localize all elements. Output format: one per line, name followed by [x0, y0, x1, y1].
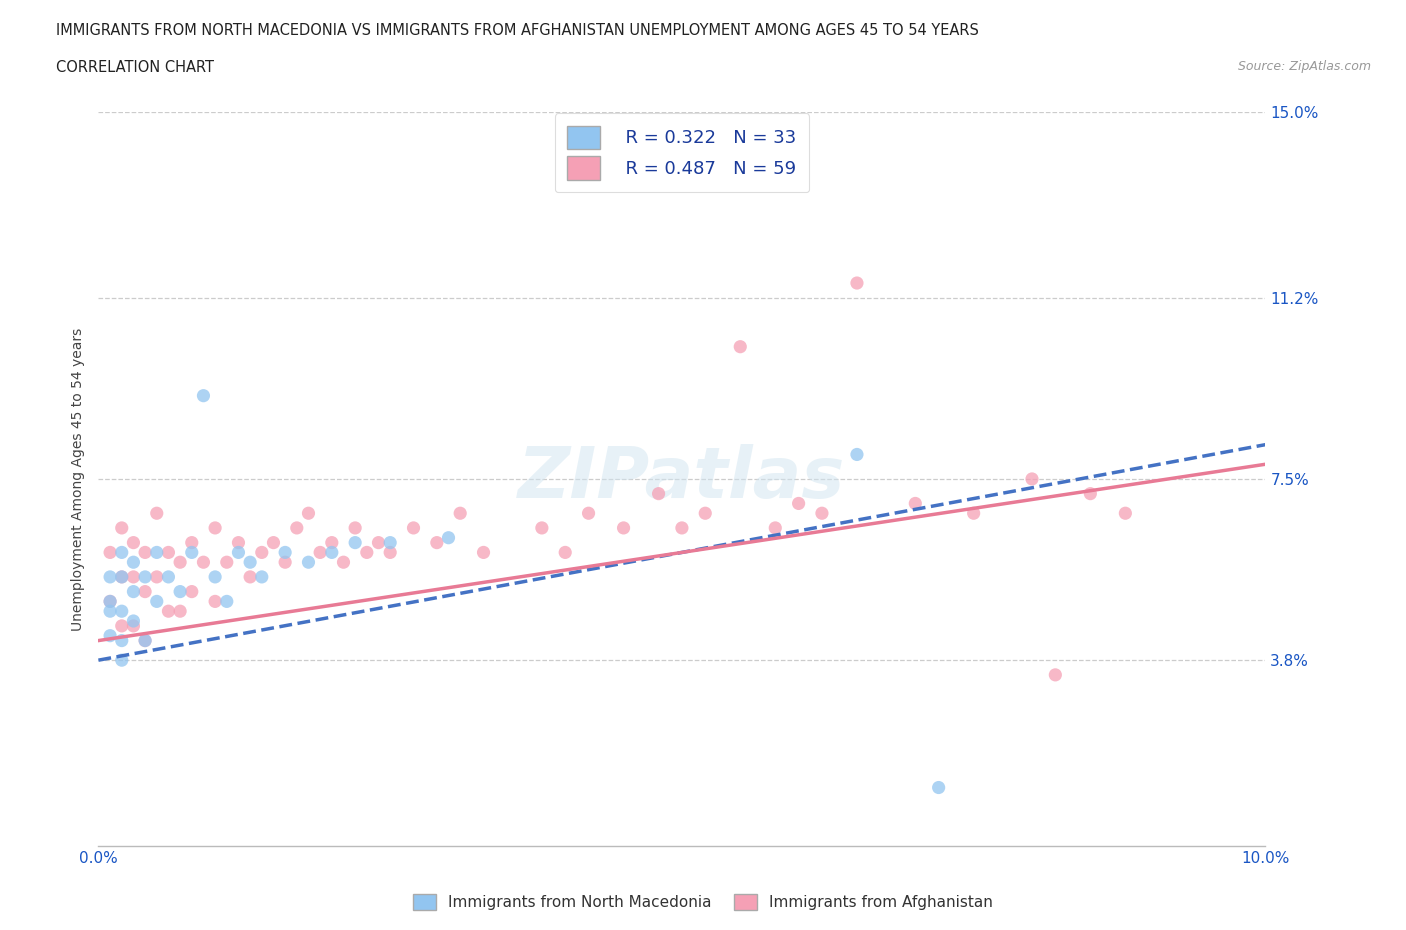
Point	[122, 555, 145, 570]
Point	[204, 569, 226, 584]
Point	[98, 594, 121, 609]
Point	[122, 584, 145, 599]
Point	[378, 545, 402, 560]
Point	[228, 545, 250, 560]
Point	[321, 535, 343, 550]
Point	[193, 555, 215, 570]
Point	[1045, 668, 1067, 683]
Point	[122, 535, 145, 550]
Point	[111, 569, 134, 584]
Point	[671, 521, 693, 536]
Point	[367, 535, 389, 550]
Point	[612, 521, 634, 536]
Point	[134, 633, 156, 648]
Point	[437, 530, 460, 545]
Point	[215, 555, 238, 570]
Point	[402, 521, 425, 536]
Point	[321, 545, 343, 560]
Point	[146, 506, 169, 521]
Point	[332, 555, 354, 570]
Point	[228, 535, 250, 550]
Point	[111, 653, 134, 668]
Point	[146, 569, 169, 584]
Point	[378, 535, 402, 550]
Point	[204, 521, 226, 536]
Point	[787, 496, 810, 511]
Point	[250, 569, 273, 584]
Legend: Immigrants from North Macedonia, Immigrants from Afghanistan: Immigrants from North Macedonia, Immigra…	[405, 886, 1001, 918]
Point	[344, 521, 367, 536]
Point	[157, 545, 180, 560]
Point	[134, 633, 156, 648]
Point	[811, 506, 834, 521]
Point	[297, 506, 319, 521]
Point	[962, 506, 984, 521]
Point	[111, 604, 134, 618]
Point	[285, 521, 308, 536]
Point	[904, 496, 927, 511]
Point	[530, 521, 553, 536]
Point	[1080, 486, 1102, 501]
Point	[98, 594, 121, 609]
Point	[928, 780, 950, 795]
Point	[122, 618, 145, 633]
Point	[274, 545, 297, 560]
Point	[297, 555, 319, 570]
Point	[134, 569, 156, 584]
Point	[426, 535, 449, 550]
Point	[250, 545, 273, 560]
Text: CORRELATION CHART: CORRELATION CHART	[56, 60, 214, 75]
Text: IMMIGRANTS FROM NORTH MACEDONIA VS IMMIGRANTS FROM AFGHANISTAN UNEMPLOYMENT AMON: IMMIGRANTS FROM NORTH MACEDONIA VS IMMIG…	[56, 23, 979, 38]
Point	[169, 604, 191, 618]
Point	[472, 545, 495, 560]
Point	[647, 486, 669, 501]
Point	[309, 545, 332, 560]
Point	[146, 594, 169, 609]
Point	[274, 555, 297, 570]
Point	[111, 618, 134, 633]
Point	[98, 545, 121, 560]
Point	[215, 594, 238, 609]
Point	[111, 633, 134, 648]
Point	[169, 584, 191, 599]
Point	[111, 569, 134, 584]
Point	[157, 569, 180, 584]
Point	[695, 506, 717, 521]
Point	[554, 545, 576, 560]
Point	[180, 535, 202, 550]
Point	[134, 545, 156, 560]
Point	[111, 521, 134, 536]
Text: Source: ZipAtlas.com: Source: ZipAtlas.com	[1237, 60, 1371, 73]
Point	[98, 569, 121, 584]
Point	[239, 569, 262, 584]
Point	[1114, 506, 1136, 521]
Point	[134, 584, 156, 599]
Point	[1021, 472, 1043, 486]
Point	[169, 555, 191, 570]
Point	[578, 506, 600, 521]
Point	[98, 604, 121, 618]
Point	[146, 545, 169, 560]
Point	[356, 545, 378, 560]
Point	[122, 614, 145, 629]
Point	[344, 535, 367, 550]
Point	[180, 584, 202, 599]
Point	[157, 604, 180, 618]
Point	[262, 535, 284, 550]
Text: ZIPatlas: ZIPatlas	[519, 445, 845, 513]
Point	[449, 506, 471, 521]
Y-axis label: Unemployment Among Ages 45 to 54 years: Unemployment Among Ages 45 to 54 years	[72, 327, 86, 631]
Point	[204, 594, 226, 609]
Point	[728, 339, 751, 354]
Point	[845, 447, 868, 462]
Point	[111, 545, 134, 560]
Point	[239, 555, 262, 570]
Point	[193, 388, 215, 403]
Point	[122, 569, 145, 584]
Point	[763, 521, 786, 536]
Point	[180, 545, 202, 560]
Point	[98, 629, 121, 644]
Legend:   R = 0.322   N = 33,   R = 0.487   N = 59: R = 0.322 N = 33, R = 0.487 N = 59	[555, 113, 808, 193]
Point	[845, 275, 868, 290]
